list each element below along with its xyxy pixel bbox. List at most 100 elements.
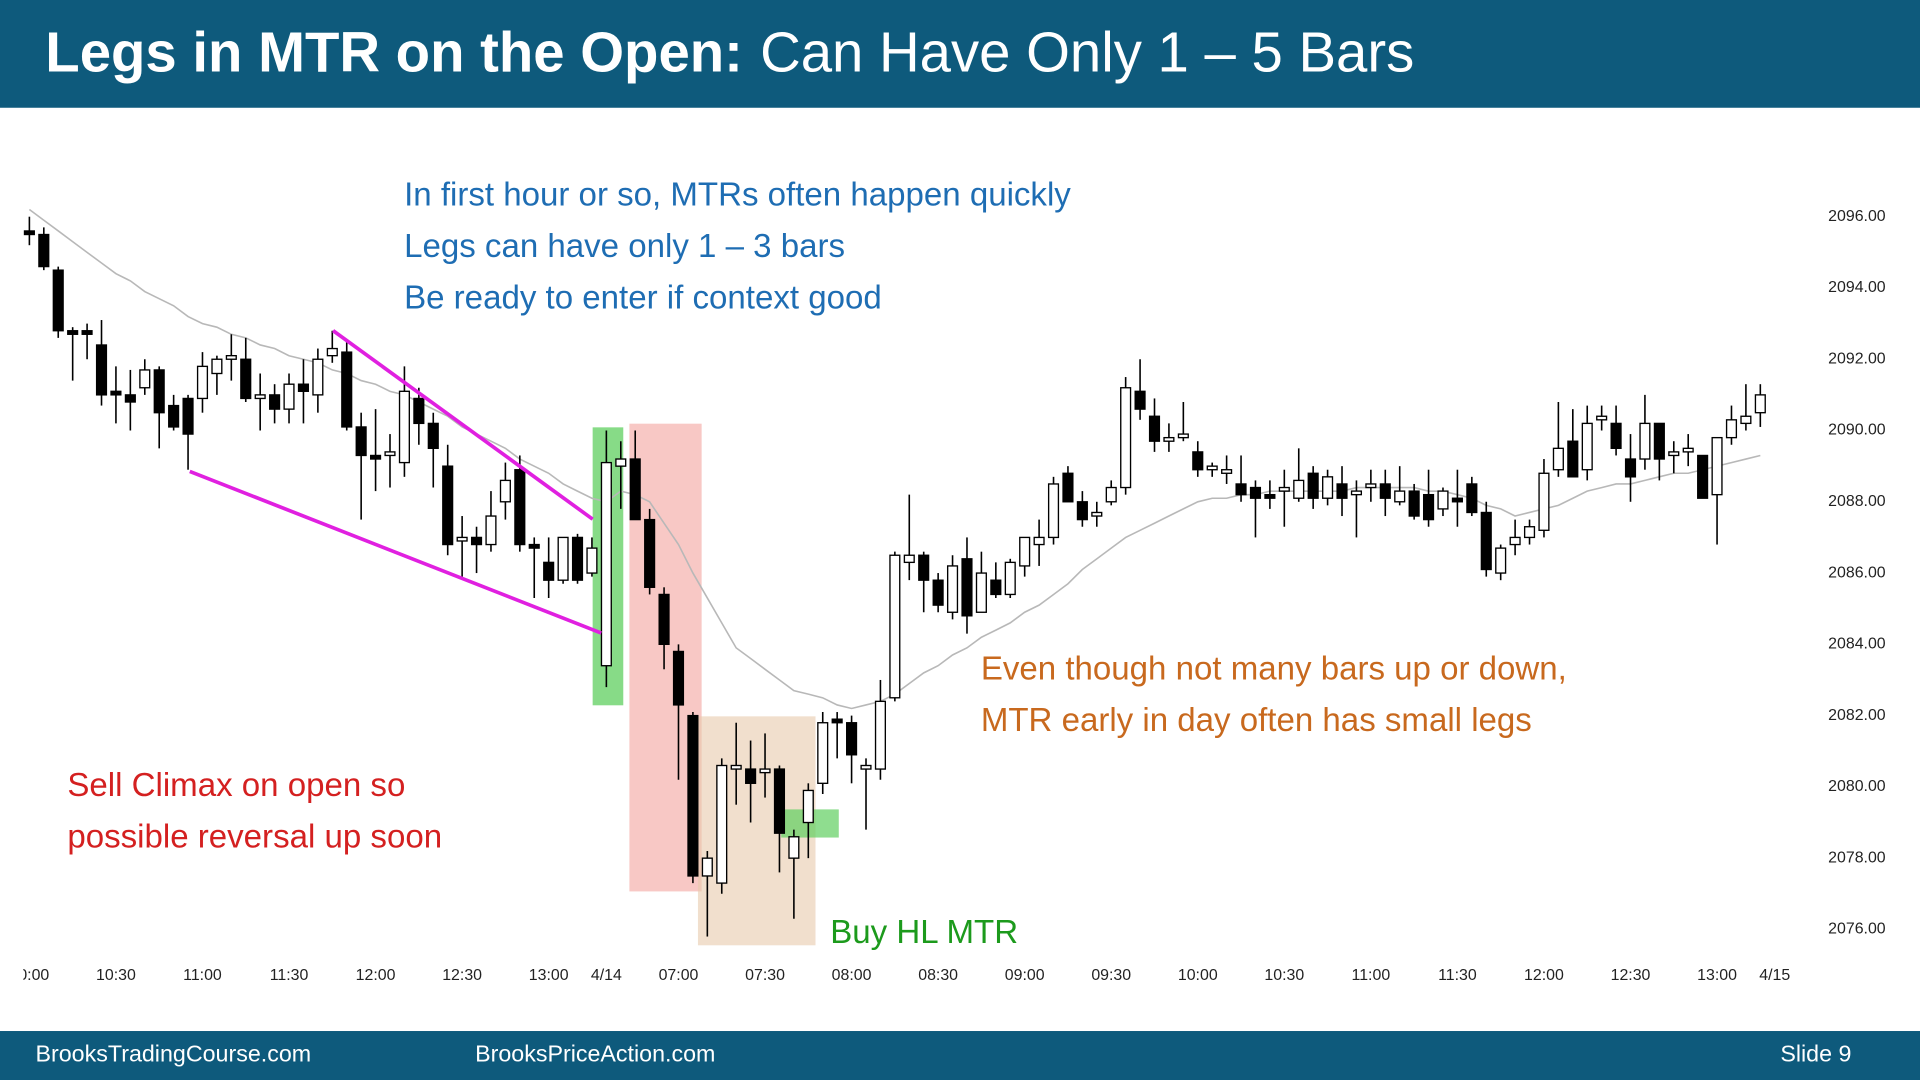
candle-body [932,579,944,606]
title-bold: Legs in MTR on the Open: [45,20,743,83]
footer-center: BrooksPriceAction.com [475,1041,715,1067]
candle-body [1221,469,1233,474]
candle [1264,480,1276,509]
candle [759,733,771,798]
note-line: Even though not many bars up or down, [981,651,1567,688]
candle-body [1062,472,1074,503]
candle-body [1249,486,1262,499]
candle [355,412,367,520]
candle [1336,466,1348,517]
candle-body [1148,415,1161,442]
candle [600,430,612,688]
x-tick-label: 12:00 [1524,967,1564,984]
title-rest: Can Have Only 1 – 5 Bars [760,20,1414,83]
candle [312,348,324,413]
candle-body [1682,447,1694,453]
candle [1105,480,1117,506]
candle-body [514,469,526,546]
candle-body [269,394,281,410]
candle [1480,501,1492,577]
candle-body [168,404,180,428]
y-tick-label: 2096.00 [1828,208,1886,225]
candle-body [1596,415,1608,421]
candle [1538,459,1550,538]
candle [571,533,584,584]
x-tick-label: 07:00 [659,967,699,984]
y-tick-label: 2082.00 [1828,707,1886,724]
candle-body [254,394,266,400]
candle [442,444,454,556]
candle-body [283,383,295,410]
candle [1177,402,1189,442]
candle-body [817,722,829,784]
candle-body [615,458,627,467]
candle-body [110,390,122,396]
candle-body [889,554,901,699]
candle [1307,466,1319,509]
x-tick-label: 13:00 [1697,967,1737,984]
candle [874,679,887,780]
candle [225,334,237,381]
candle-body [687,714,699,877]
candle-body [1653,422,1665,460]
candle [615,441,627,509]
candle-body [1639,422,1651,460]
candle-body [312,358,324,396]
candle-body [831,718,843,724]
candle [23,216,35,246]
candle-body [1350,490,1363,496]
candle-body [139,369,151,389]
candle [52,266,64,338]
x-tick-label: 11:30 [1438,967,1477,984]
x-tick-label: 11:00 [1352,967,1391,984]
candle-body [1740,415,1752,425]
candle [1350,480,1363,538]
candle-body [124,394,136,403]
candle [1206,462,1218,477]
note-line: possible reversal up soon [67,818,442,855]
wedge-upper [331,329,594,521]
candle-body [81,330,93,335]
candle-body [52,269,64,332]
candle-body [961,558,973,617]
candle [1711,436,1723,545]
candle-body [975,572,987,613]
x-tick-label: 4/14 [591,967,622,984]
candle [1581,405,1593,481]
candle-body [571,536,584,581]
candle [1451,469,1463,527]
candle-body [846,722,858,756]
candle-body [528,543,540,549]
candle-body [1509,536,1521,546]
title: Legs in MTR on the Open: Can Have Only 1 … [45,20,1414,83]
candle-body [456,536,468,542]
candle-body [773,768,786,834]
candle-body [1624,458,1637,478]
x-tick-label: 11:00 [183,967,222,984]
candle-body [427,422,439,450]
candle [1019,536,1031,577]
footer-bar [0,1031,1920,1080]
note-line: MTR early in day often has small legs [981,702,1532,739]
candle-body [297,383,310,392]
candle [1062,466,1074,503]
candle [1076,491,1088,527]
candle [168,394,180,431]
candle [990,562,1002,599]
candle-body [67,330,79,335]
candle-body [1581,422,1593,471]
candle [67,327,79,381]
y-tick-label: 2094.00 [1828,279,1886,296]
x-tick-label: 12:30 [1611,967,1651,984]
x-tick-label: 08:30 [918,967,958,984]
x-tick-label: 09:30 [1091,967,1131,984]
candle-body [225,355,237,360]
candle [95,320,108,406]
candle [1552,402,1564,477]
candle [1697,454,1709,499]
candle-body [918,554,930,581]
candle [1639,394,1651,470]
candle-body [1668,451,1680,457]
footer-slide: Slide 9 [1780,1041,1851,1067]
candle [932,573,944,613]
